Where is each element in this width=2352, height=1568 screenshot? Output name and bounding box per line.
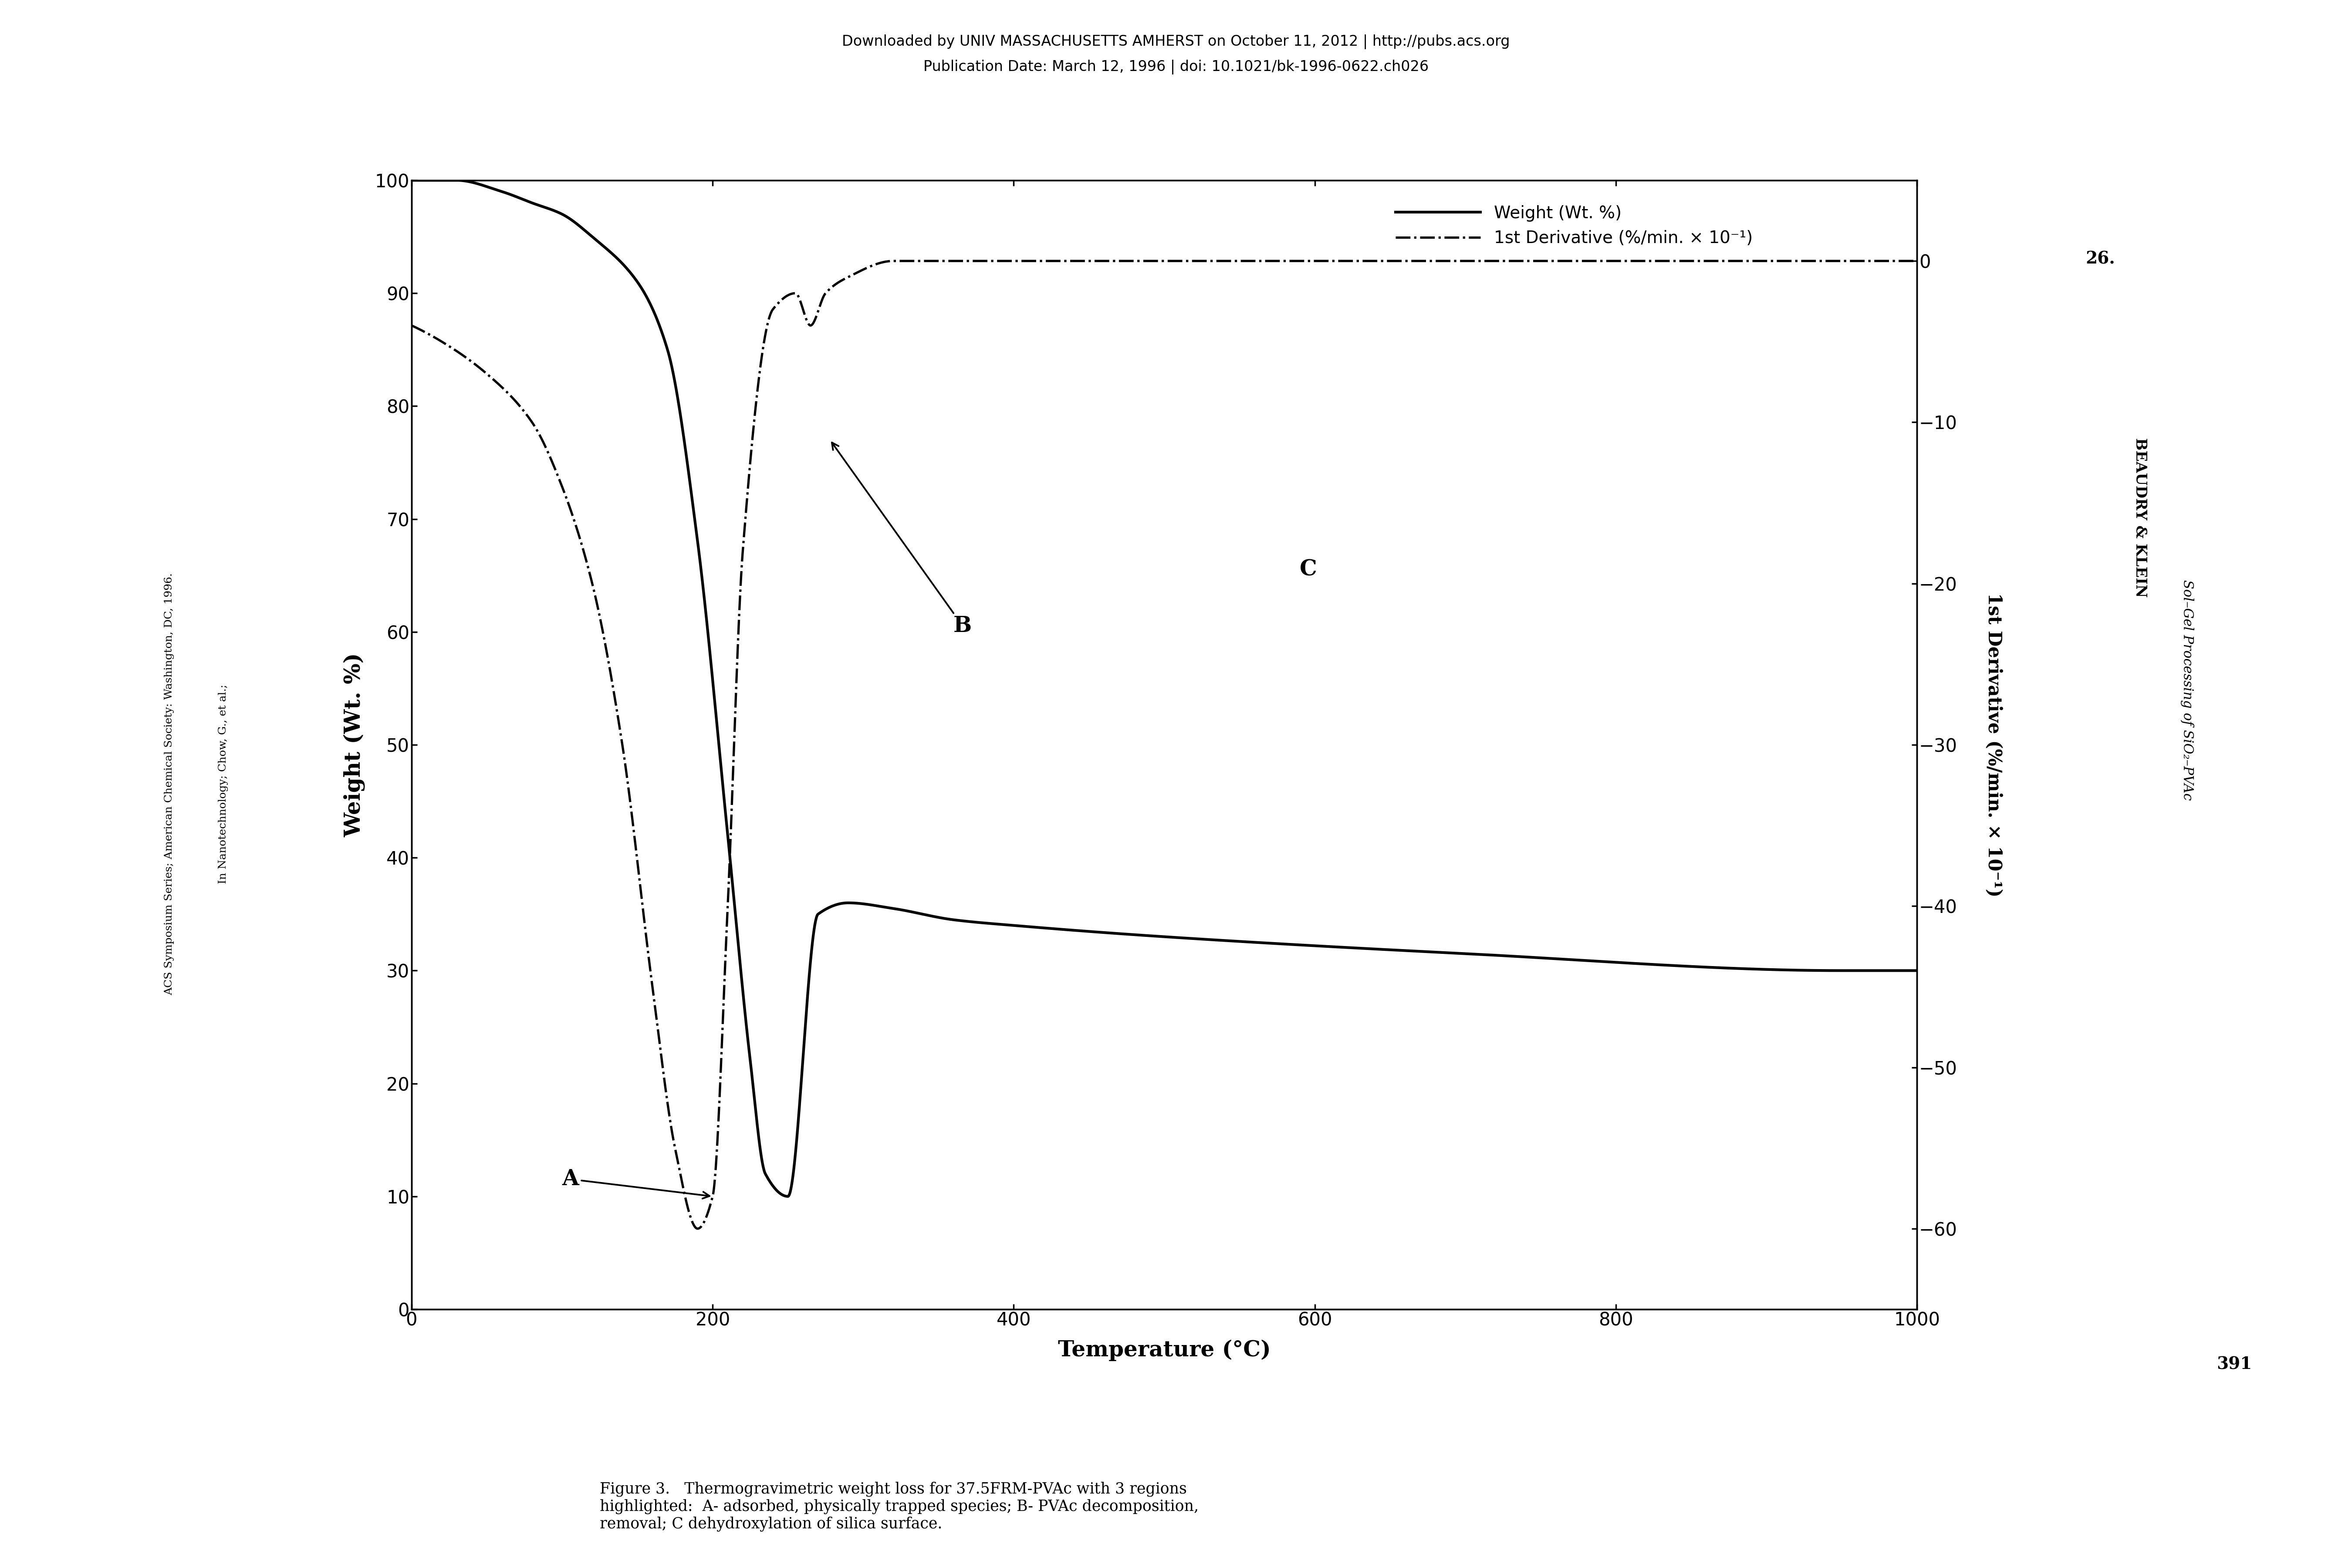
Text: 391: 391 [2216,1356,2253,1372]
Text: Figure 3.   Thermogravimetric weight loss for 37.5FRM-PVAc with 3 regions
highli: Figure 3. Thermogravimetric weight loss … [600,1482,1200,1532]
Text: B: B [833,442,971,637]
X-axis label: Temperature (°C): Temperature (°C) [1058,1339,1270,1361]
Text: Downloaded by UNIV MASSACHUSETTS AMHERST on October 11, 2012 | http://pubs.acs.o: Downloaded by UNIV MASSACHUSETTS AMHERST… [842,34,1510,49]
Y-axis label: Weight (Wt. %): Weight (Wt. %) [343,652,365,837]
Text: ACS Symposium Series; American Chemical Society: Washington, DC, 1996.: ACS Symposium Series; American Chemical … [165,572,174,996]
Text: In Nanotechnology; Chow, G., et al.;: In Nanotechnology; Chow, G., et al.; [219,684,228,884]
Text: BEAUDRY & KLEIN: BEAUDRY & KLEIN [2133,437,2147,597]
Text: 26.: 26. [2086,251,2114,267]
Text: Publication Date: March 12, 1996 | doi: 10.1021/bk-1996-0622.ch026: Publication Date: March 12, 1996 | doi: … [924,60,1428,74]
Text: Sol–Gel Processing of SiO₂–PVAc: Sol–Gel Processing of SiO₂–PVAc [2180,580,2194,800]
Text: C: C [1301,558,1317,580]
Legend: Weight (Wt. %), 1st Derivative (%/min. × 10⁻¹): Weight (Wt. %), 1st Derivative (%/min. ×… [1390,201,1757,252]
Text: A: A [562,1168,710,1198]
Y-axis label: 1st Derivative (%/min. × 10⁻¹): 1st Derivative (%/min. × 10⁻¹) [1985,593,2004,897]
